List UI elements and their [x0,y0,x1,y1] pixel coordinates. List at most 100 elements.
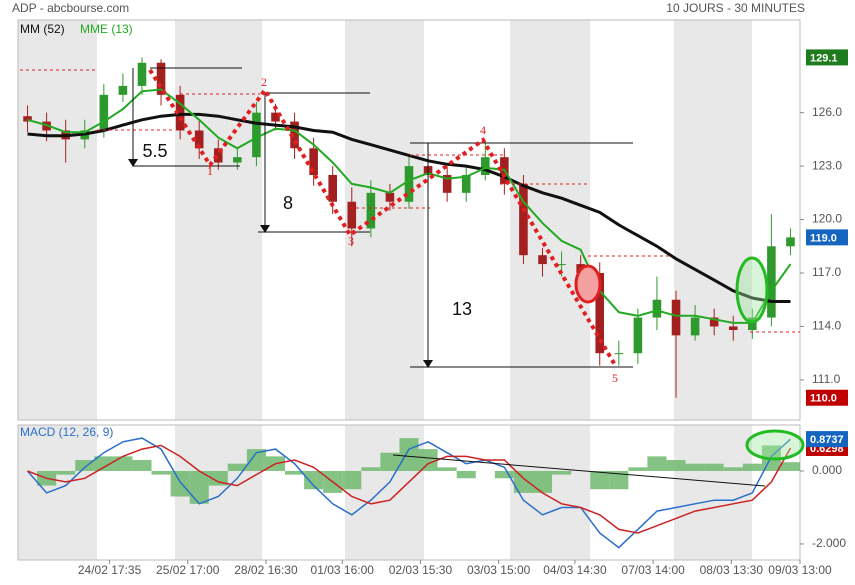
candle-body [538,255,547,265]
histogram-bar [189,470,209,504]
value-tag-label: 110.0 [810,393,837,405]
histogram-bar [285,470,305,475]
histogram-bar [246,449,266,471]
histogram-bar [342,470,362,490]
measure-lines [132,67,766,487]
candle-body [366,192,376,229]
candle-body [233,157,242,163]
candle-body [309,148,318,176]
candle-body [557,264,566,266]
histogram-bar [361,467,381,471]
macd-ellipse [745,429,805,461]
zigzag [148,68,617,367]
candle-body [137,62,147,86]
histogram-bar [685,463,705,471]
y-tick-label: 0.000 [812,463,842,477]
histogram-bar [399,438,419,471]
annotation: 8 [283,193,293,213]
wave-label: 2 [261,75,267,89]
value-tag [806,431,848,448]
x-tick-label: 01/03 16:00 [311,563,375,577]
value-tag [806,229,848,246]
candle-body [614,353,624,355]
histogram-bar [609,470,629,490]
histogram-bar [628,467,648,471]
histogram-bar [494,470,514,479]
y-tick-label: 126.0 [812,105,842,119]
histogram-bar [437,467,457,471]
histogram-bar [94,456,114,471]
y-tick-label: 117.0 [812,265,841,279]
candle-body [671,299,681,336]
histogram-bar [113,456,133,471]
dashed-levels [20,69,800,333]
wave-label: 3 [348,234,354,248]
candle-body [728,326,738,331]
candle-body [290,121,299,149]
candle-body [99,94,109,131]
candle-body [252,112,261,158]
arrow-heads [128,159,433,368]
value-tag-label: 119.0 [810,232,837,244]
candle-body [709,317,719,327]
candle-body [786,237,795,247]
y-tick-label: 123.0 [812,158,842,172]
histogram-bar [456,470,476,479]
x-tick-label: 07/03 14:00 [621,563,685,577]
histogram-bar [552,470,572,475]
x-tick-label: 03/03 15:00 [467,563,531,577]
chart-subtitle: 10 JOURS - 30 MINUTES [666,1,805,15]
candle-body [23,116,32,122]
candle-body [175,94,185,131]
histogram-bar [304,470,324,490]
candle-body [156,62,166,95]
histogram-bar [513,470,533,493]
histogram-bar [380,452,400,471]
y-tick-label: 111.0 [812,372,841,386]
wave-label: 5 [612,371,618,385]
histogram-bar [151,470,171,475]
day-bands [18,20,752,560]
histogram-bar [208,470,228,486]
wave-label: 4 [480,123,486,137]
macd-line [27,444,792,534]
x-tick-label: 09/03 13:00 [768,563,832,577]
histogram-bar [647,456,667,471]
histogram-bar [170,470,190,497]
macd-frame [17,424,801,561]
x-tick-label: 24/02 17:35 [78,563,142,577]
value-tag [806,49,848,66]
histogram-bar [742,463,762,471]
candle-body [519,183,528,256]
candle-body [347,201,357,229]
candle-body [767,246,776,318]
wave-label: 1 [207,164,213,178]
macd-line [26,437,792,549]
histogram-bar [723,467,743,471]
candle-body [633,317,643,354]
x-tick-label: 28/02 16:30 [234,563,298,577]
value-tag-label: 129.1 [810,52,838,64]
annotation: 5.5 [142,141,167,161]
histogram-bar [780,462,800,471]
candle-body [652,299,662,318]
average-line [27,88,792,324]
candle-body [690,317,700,336]
y-tick-label: 120.0 [812,212,842,226]
candle-body [271,112,280,122]
candle-body [213,148,223,163]
annotations: 5.5 8 13 1 2 3 4 5 [20,67,805,487]
histogram-bar [75,460,95,471]
histogram-bar [132,460,152,471]
candle-body [442,175,452,193]
value-tag [806,389,848,406]
histogram-bar [418,449,438,471]
annotation: 13 [452,299,472,319]
x-tick-label: 02/03 15:30 [389,563,453,577]
histogram-bar [590,470,610,490]
macd-title: MACD (12, 26, 9) [20,425,113,439]
green-ellipse [735,256,769,324]
candle-body [118,85,128,95]
x-tick-label: 25/02 17:00 [156,563,220,577]
